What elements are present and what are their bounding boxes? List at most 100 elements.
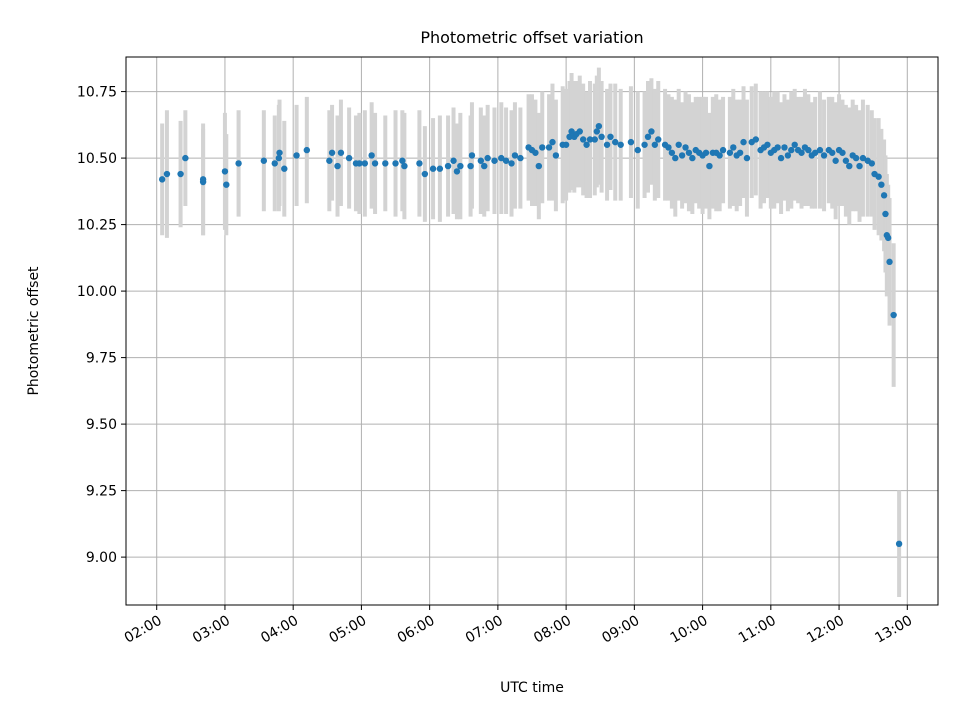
data-point xyxy=(328,149,336,156)
data-point xyxy=(665,144,672,151)
data-point xyxy=(591,136,598,143)
data-point xyxy=(682,144,689,151)
data-point xyxy=(436,165,444,172)
data-point xyxy=(859,154,867,162)
data-point xyxy=(421,170,429,178)
data-point xyxy=(706,162,713,170)
data-point xyxy=(481,162,488,170)
data-point xyxy=(368,152,375,159)
data-point xyxy=(450,157,457,164)
data-point xyxy=(644,133,652,141)
x-tick-label: 04:00 xyxy=(258,613,301,647)
x-tick-label: 02:00 xyxy=(122,613,165,647)
data-point xyxy=(612,138,619,146)
data-point xyxy=(878,181,885,188)
data-point xyxy=(549,138,556,146)
data-point xyxy=(884,234,892,242)
data-point xyxy=(399,157,406,164)
data-point xyxy=(595,122,603,130)
y-tick-label: 10.25 xyxy=(77,218,117,234)
data-point xyxy=(535,162,543,170)
data-point xyxy=(356,160,363,167)
data-point xyxy=(740,138,747,146)
data-point xyxy=(702,149,710,156)
x-tick-label: 06:00 xyxy=(395,613,438,647)
data-point xyxy=(532,149,539,156)
data-point xyxy=(648,128,655,135)
data-point xyxy=(777,154,785,162)
data-point xyxy=(303,146,311,154)
data-point xyxy=(617,141,624,148)
data-point xyxy=(371,160,379,167)
data-point xyxy=(498,154,505,162)
data-point xyxy=(678,152,686,159)
x-tick-label: 05:00 xyxy=(326,613,369,647)
x-tick-label: 12:00 xyxy=(804,613,847,647)
data-point xyxy=(545,144,553,151)
data-point xyxy=(752,136,760,143)
data-point xyxy=(651,141,659,148)
y-tick-label: 9.75 xyxy=(86,351,117,367)
data-point xyxy=(260,157,268,164)
data-point xyxy=(508,160,515,167)
data-point xyxy=(275,154,283,162)
data-point xyxy=(199,176,207,183)
data-point xyxy=(730,144,737,151)
data-point xyxy=(791,141,798,148)
x-axis-label: UTC time xyxy=(500,680,564,696)
data-point xyxy=(416,160,423,167)
data-point xyxy=(774,144,781,151)
data-point xyxy=(593,128,601,135)
x-tick-label: 13:00 xyxy=(872,613,915,647)
data-point xyxy=(685,149,693,156)
x-tick-label: 08:00 xyxy=(531,613,574,647)
data-point xyxy=(856,162,863,170)
data-point xyxy=(223,181,230,188)
data-point xyxy=(788,146,795,154)
chart-title: Photometric offset variation xyxy=(420,28,643,47)
data-point xyxy=(736,149,744,156)
data-point xyxy=(429,165,437,172)
y-axis-label: Photometric offset xyxy=(26,266,42,396)
data-point xyxy=(539,144,546,151)
data-point xyxy=(583,141,590,148)
data-point xyxy=(457,162,464,170)
data-point xyxy=(281,165,288,172)
data-point xyxy=(293,152,300,159)
data-point xyxy=(326,157,333,164)
data-point xyxy=(895,540,903,548)
data-point xyxy=(668,149,676,156)
data-point xyxy=(842,157,850,164)
data-point xyxy=(880,192,888,199)
data-point xyxy=(276,149,283,156)
data-point xyxy=(401,162,408,170)
data-point xyxy=(655,136,662,143)
data-point xyxy=(882,210,889,218)
data-point xyxy=(182,154,189,162)
y-tick-label: 10.50 xyxy=(77,151,117,167)
data-point xyxy=(467,162,474,170)
data-point xyxy=(502,157,510,164)
plot-frame xyxy=(125,56,939,606)
data-point xyxy=(337,149,345,156)
data-point xyxy=(716,152,723,159)
data-point xyxy=(382,160,389,167)
data-point xyxy=(345,154,353,162)
data-point xyxy=(839,149,846,156)
data-point xyxy=(890,311,897,319)
data-point xyxy=(158,176,166,183)
data-point xyxy=(820,152,828,159)
data-point xyxy=(743,154,751,162)
data-point xyxy=(846,162,853,170)
x-tick-label: 11:00 xyxy=(736,613,779,647)
data-point xyxy=(361,160,369,167)
data-point xyxy=(453,168,461,175)
data-point xyxy=(607,133,614,141)
data-point xyxy=(875,173,882,180)
data-point xyxy=(568,128,575,135)
y-tick-label: 10.00 xyxy=(77,284,117,300)
data-point xyxy=(444,162,452,170)
data-point xyxy=(805,146,812,154)
data-point xyxy=(177,170,184,178)
